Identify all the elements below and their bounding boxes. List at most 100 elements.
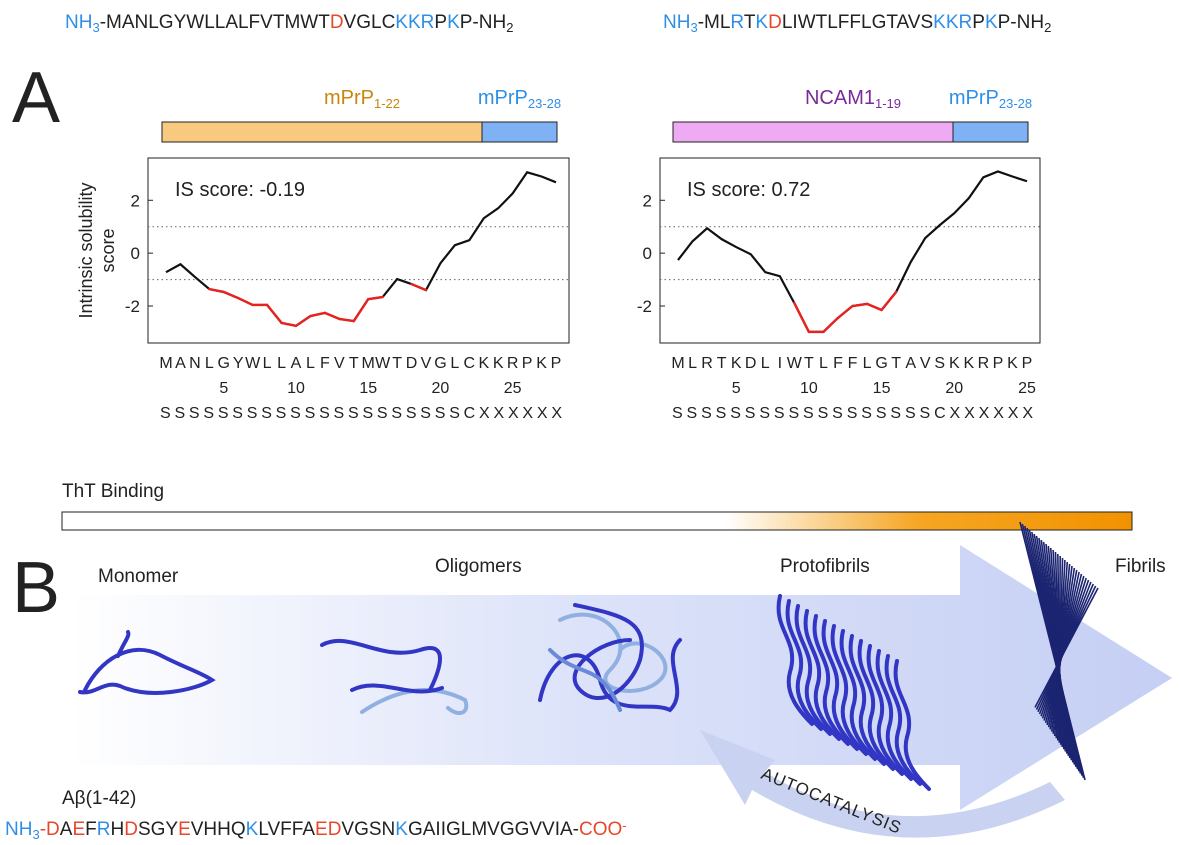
residue-label: S — [934, 355, 945, 372]
domain-label: mPrP23-28 — [949, 87, 1032, 111]
x-tick-label: 20 — [945, 380, 963, 397]
low-solubility-segment — [838, 306, 853, 318]
x-tick-label: 5 — [732, 380, 741, 397]
sequence-segment: NH — [5, 819, 32, 840]
sequence-segment: 3 — [690, 20, 697, 35]
sequence-segment: A — [60, 819, 73, 840]
residue-label: F — [320, 355, 330, 372]
y-axis-label: score — [98, 228, 118, 272]
residue-label: T — [392, 355, 402, 372]
progress-arrow — [70, 545, 1172, 810]
x-tick-label: 10 — [287, 380, 305, 397]
y-tick-label: 0 — [643, 244, 652, 263]
sequence-segment: D — [124, 819, 138, 840]
residue-label: F — [833, 355, 843, 372]
sequence-segment: 2 — [506, 20, 513, 35]
residue-label: G — [875, 355, 887, 372]
sequence-segment: KKR — [933, 12, 972, 33]
low-solubility-segment — [224, 292, 238, 298]
sequence-segment: T — [744, 12, 756, 33]
stage-label: Protofibrils — [780, 556, 870, 577]
sequence-segment: SGY — [138, 819, 178, 840]
residue-label: L — [277, 355, 286, 372]
residue-label: Y — [233, 355, 244, 372]
sequence-segment: NH — [65, 12, 92, 33]
residue-label: K — [536, 355, 547, 372]
y-axis-label: Intrinsic solubility — [76, 182, 96, 318]
sequence-segment: R — [730, 12, 743, 33]
sequence-segment: K — [755, 12, 768, 33]
residue-label: L — [205, 355, 214, 372]
domain-bar — [162, 122, 482, 142]
residue-label: R — [978, 355, 990, 372]
sequence-segment: KKR — [395, 12, 434, 33]
residue-label: P — [1022, 355, 1033, 372]
panel-label: B — [12, 548, 60, 628]
residue-label: T — [349, 355, 359, 372]
residue-label: M — [362, 355, 375, 372]
residue-label: A — [905, 355, 916, 372]
low-solubility-segment — [354, 299, 368, 321]
tht-bar — [62, 512, 1132, 530]
page: {"chart_data": [ {"type": "line", "seque… — [0, 0, 1180, 845]
sequence-segment: LIWTLFFLGTAVS — [782, 12, 933, 33]
residue-label: P — [993, 355, 1004, 372]
sequence-segment: K — [246, 819, 259, 840]
x-tick-label: 20 — [432, 380, 450, 397]
residue-label: M — [671, 355, 684, 372]
low-solubility-segment — [867, 304, 882, 310]
residue-label: K — [493, 355, 504, 372]
y-tick-label: 0 — [131, 244, 140, 263]
domain-bar — [482, 122, 557, 142]
residue-label: I — [778, 355, 782, 372]
panel-label: A — [12, 58, 60, 138]
sequence-segment: 3 — [32, 827, 39, 842]
residue-label: K — [949, 355, 960, 372]
sequence-segment: F — [85, 819, 97, 840]
stage-label: Oligomers — [435, 556, 522, 577]
residue-label: F — [848, 355, 858, 372]
low-solubility-segment — [368, 297, 382, 299]
domain-range: 1-22 — [374, 96, 400, 111]
sequence-segment: R — [97, 819, 111, 840]
residue-label: A — [175, 355, 186, 372]
y-tick-label: 2 — [131, 191, 140, 210]
secondary-structure: SSSSSSSSSSSSSSSSSSCXXXXXX — [672, 405, 1033, 422]
low-solubility-segment — [823, 318, 838, 332]
sequence-segment: LVFFA — [258, 819, 315, 840]
peptide-sequence: NH3-DAEFRHDSGYEVHHQKLVFFAEDVGSNKGAIIGLMV… — [5, 818, 627, 842]
low-solubility-segment — [853, 304, 868, 306]
sequence-segment: VGSN — [341, 819, 395, 840]
low-solubility-segment — [882, 292, 897, 310]
residue-label: T — [717, 355, 727, 372]
residue-label: L — [263, 355, 272, 372]
sequence: NH3-MLRTKDLIWTLFFLGTAVSKKRPKP-NH2 — [663, 12, 1051, 35]
tht-label: ThT Binding — [62, 481, 164, 502]
sequence-segment: E — [72, 819, 85, 840]
y-tick-label: -2 — [637, 297, 652, 316]
sequence: NH3-MANLGYWLLALFVTMWTDVGLCKKRPKP-NH2 — [65, 12, 513, 35]
x-tick-label: 25 — [504, 380, 522, 397]
sequence-segment: -MANLGYWLLALFVTMWT — [100, 12, 331, 33]
sequence-segment: -D — [40, 819, 60, 840]
x-tick-label: 5 — [219, 380, 228, 397]
is-score: IS score: -0.19 — [175, 179, 305, 201]
x-tick-label: 25 — [1018, 380, 1036, 397]
residue-label: W — [245, 355, 261, 372]
is-score: IS score: 0.72 — [687, 179, 810, 201]
sequence-segment: - — [622, 818, 626, 833]
residue-label: K — [1007, 355, 1018, 372]
sequence-segment: P — [972, 12, 985, 33]
sequence-segment: COO — [579, 819, 622, 840]
residue-label: L — [819, 355, 828, 372]
residue-label: D — [406, 355, 418, 372]
low-solubility-segment — [325, 313, 339, 319]
y-tick-label: 2 — [643, 191, 652, 210]
low-solubility-segment — [238, 298, 252, 305]
domain-name: mPrP — [324, 87, 374, 109]
residue-label: R — [507, 355, 519, 372]
peptide-label: Aβ(1-42) — [62, 788, 136, 809]
residue-label: V — [920, 355, 931, 372]
sequence-segment: ED — [315, 819, 341, 840]
residue-label: C — [464, 355, 476, 372]
